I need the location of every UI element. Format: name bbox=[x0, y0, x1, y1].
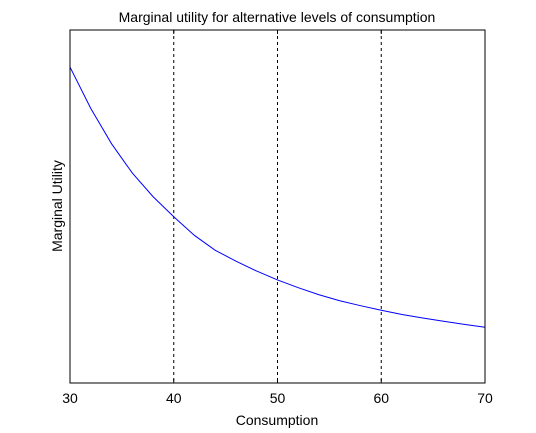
x-axis-label: Consumption bbox=[236, 412, 319, 428]
series-layer bbox=[69, 66, 486, 328]
reference-lines bbox=[173, 30, 382, 383]
series-line-0 bbox=[69, 66, 486, 328]
x-tick-label-50: 50 bbox=[270, 390, 286, 406]
x-tick-label-30: 30 bbox=[62, 390, 78, 406]
y-axis-label: Marginal Utility bbox=[49, 160, 65, 252]
x-tick-label-70: 70 bbox=[477, 390, 493, 406]
x-tick-label-40: 40 bbox=[166, 390, 182, 406]
x-axis-ticks: 30 40 50 60 70 bbox=[62, 30, 493, 406]
chart-title: Marginal utility for alternative levels … bbox=[119, 9, 436, 25]
x-tick-label-60: 60 bbox=[373, 390, 389, 406]
